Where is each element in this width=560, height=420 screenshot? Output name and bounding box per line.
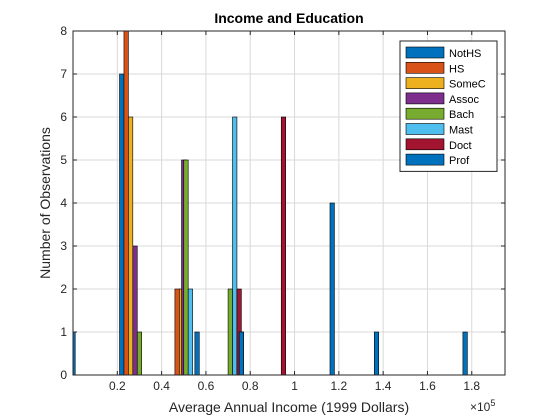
legend-swatch xyxy=(405,61,445,74)
bar-hs xyxy=(174,288,180,376)
legend-swatch xyxy=(405,92,445,105)
x-tick-label: 1.6 xyxy=(419,379,436,393)
legend-label: NotHS xyxy=(449,48,481,60)
bar-bach xyxy=(183,159,189,376)
y-tick-label: 7 xyxy=(60,67,67,81)
x-tick-label: 1.4 xyxy=(375,379,392,393)
legend-swatch xyxy=(405,138,445,151)
legend-swatch xyxy=(405,153,445,166)
y-tick-label: 5 xyxy=(60,153,67,167)
y-tick-label: 6 xyxy=(60,110,67,124)
legend-box xyxy=(399,40,498,172)
legend-swatch xyxy=(405,46,445,59)
bar-mast xyxy=(232,116,238,376)
bar-bach xyxy=(136,331,142,376)
y-tick-label: 1 xyxy=(60,325,67,339)
legend: NotHS HS SomeC Assoc Bach Mast Doct Prof xyxy=(399,40,498,172)
y-tick-label: 0 xyxy=(60,368,67,382)
x-tick-label: 1.2 xyxy=(331,379,348,393)
y-tick-label: 2 xyxy=(60,282,67,296)
y-tick-label: 8 xyxy=(60,24,67,38)
bar-doct xyxy=(280,116,286,376)
y-tick-label: 4 xyxy=(60,196,67,210)
x-axis-label: Average Annual Income (1999 Dollars) xyxy=(169,399,409,415)
bar-noths xyxy=(462,331,468,376)
bar-noths xyxy=(119,73,125,376)
bar-assoc xyxy=(132,245,138,376)
y-axis-label: Number of Observations xyxy=(37,127,53,279)
legend-label: Doct xyxy=(449,140,472,152)
y-tick-label: 3 xyxy=(60,239,67,253)
ticks: 0.2 0.4 0.6 0.8 1 1.2 1.4 1.6 1.8 0 1 2 3 4 5 6 7 8 xyxy=(60,24,505,393)
bar-hs xyxy=(123,30,129,376)
bar-noths xyxy=(373,331,380,376)
legend-label: Mast xyxy=(449,125,473,137)
x-tick-label: 1 xyxy=(291,379,298,393)
bar-noths xyxy=(329,202,335,376)
bar-prof xyxy=(238,331,244,376)
legend-label: Bach xyxy=(449,109,474,121)
legend-label: Assoc xyxy=(449,94,479,106)
bar-mast xyxy=(187,288,193,376)
x-tick-label: 0.6 xyxy=(198,379,215,393)
x-tick-label: 0.2 xyxy=(109,379,126,393)
legend-label: Prof xyxy=(449,155,470,167)
legend-label: HS xyxy=(449,63,464,75)
x-tick-label: 0.8 xyxy=(242,379,259,393)
bar-noths xyxy=(194,331,200,376)
x-tick-label: 0.4 xyxy=(153,379,170,393)
x-tick-label: 1.8 xyxy=(463,379,480,393)
bar-somec xyxy=(128,116,134,376)
legend-label: SomeC xyxy=(449,79,486,91)
chart-title: Income and Education xyxy=(214,10,363,26)
legend-swatch xyxy=(405,77,445,89)
bars xyxy=(72,30,468,376)
bar-bach xyxy=(227,288,233,376)
x-exponent-label: ×105 xyxy=(470,398,495,414)
legend-swatch xyxy=(405,123,445,135)
legend-swatch xyxy=(405,107,445,120)
